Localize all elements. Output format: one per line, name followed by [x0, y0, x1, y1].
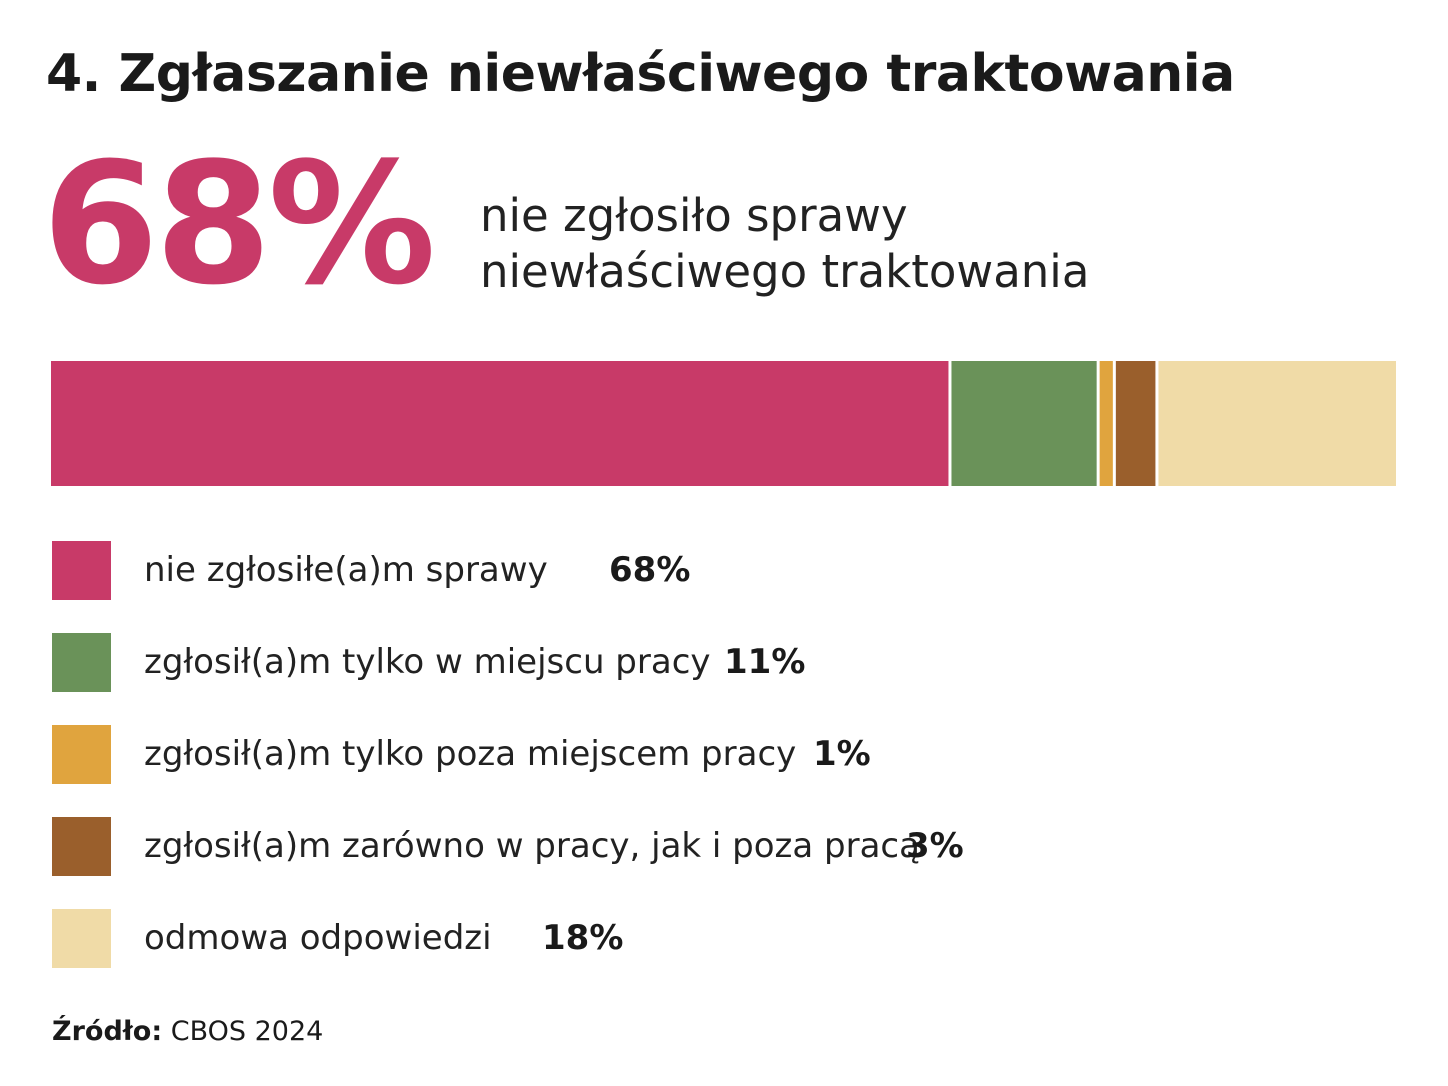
legend-swatch	[52, 817, 111, 876]
legend-value: 68%	[609, 550, 691, 590]
legend-value: 1%	[813, 734, 871, 774]
bar-segment-2	[951, 361, 1097, 486]
legend-label: zgłosił(a)m zarówno w pracy, jak i poza …	[144, 826, 920, 866]
headline-description-line1: nie zgłosiło sprawy	[480, 189, 908, 242]
headline-description: nie zgłosiło sprawy niewłaściwego trakto…	[480, 188, 1089, 300]
legend-value: 11%	[724, 642, 806, 682]
legend-label: zgłosił(a)m tylko poza miejscem pracy	[144, 734, 797, 774]
chart-title: 4. Zgłaszanie niewłaściwego traktowania	[46, 44, 1235, 104]
legend-value: 18%	[542, 918, 624, 958]
bar-segment-5	[1158, 361, 1396, 486]
legend-label: nie zgłosiłe(a)m sprawy	[144, 550, 548, 590]
bar-segment-4	[1115, 361, 1156, 486]
legend-label: odmowa odpowiedzi	[144, 918, 492, 958]
legend-value: 3%	[906, 826, 964, 866]
source-text: CBOS 2024	[170, 1016, 324, 1047]
bar-segment-1	[51, 361, 949, 486]
headline-description-line2: niewłaściwego traktowania	[480, 245, 1090, 298]
legend-swatch	[52, 633, 111, 692]
stacked-bar-chart	[51, 361, 1396, 486]
bar-segment-3	[1099, 361, 1113, 486]
source-label: Źródło:	[52, 1016, 163, 1047]
source-note: Źródło: CBOS 2024	[52, 1016, 323, 1047]
legend-swatch	[52, 541, 111, 600]
legend-swatch	[52, 725, 111, 784]
legend-label: zgłosił(a)m tylko w miejscu pracy	[144, 642, 711, 682]
headline-value: 68%	[42, 126, 436, 322]
legend-swatch	[52, 909, 111, 968]
